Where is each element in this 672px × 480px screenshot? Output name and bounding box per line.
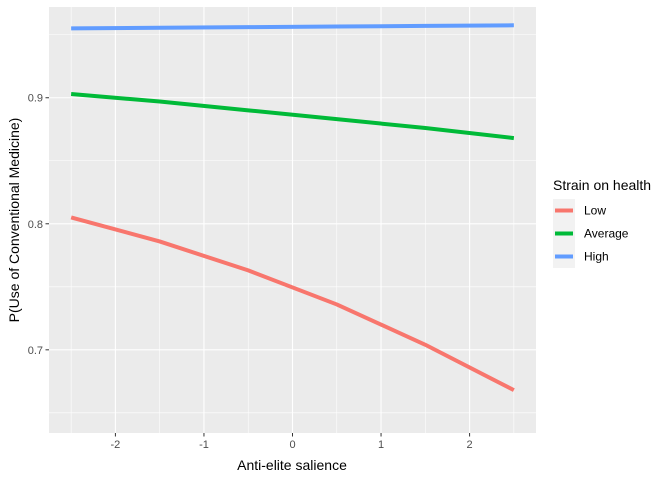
x-tick-label: 2: [467, 439, 473, 451]
series-line-high: [71, 23, 514, 31]
legend-label-high: High: [584, 250, 609, 264]
legend: Strain on health Low Average High: [553, 177, 651, 268]
series-line-average: [70, 91, 515, 141]
x-axis: -2 -1 0 1 2: [111, 433, 473, 451]
y-axis-title: P(Use of Conventional Medicine): [6, 118, 22, 323]
y-tick-label: 0.8: [28, 219, 43, 231]
y-tick-label: 0.7: [28, 345, 43, 357]
series-lines: [70, 23, 515, 392]
x-tick-label: -2: [111, 439, 121, 451]
y-tick-label: 0.9: [28, 93, 43, 105]
series-line-low: [70, 215, 515, 392]
legend-title: Strain on health: [553, 177, 651, 193]
y-axis: 0.7 0.8 0.9: [28, 93, 49, 357]
legend-label-average: Average: [584, 227, 629, 241]
x-tick-label: 0: [289, 439, 295, 451]
x-tick-label: 1: [378, 439, 384, 451]
x-axis-title: Anti-elite salience: [237, 457, 347, 473]
x-tick-label: -1: [199, 439, 209, 451]
legend-label-low: Low: [584, 204, 606, 218]
